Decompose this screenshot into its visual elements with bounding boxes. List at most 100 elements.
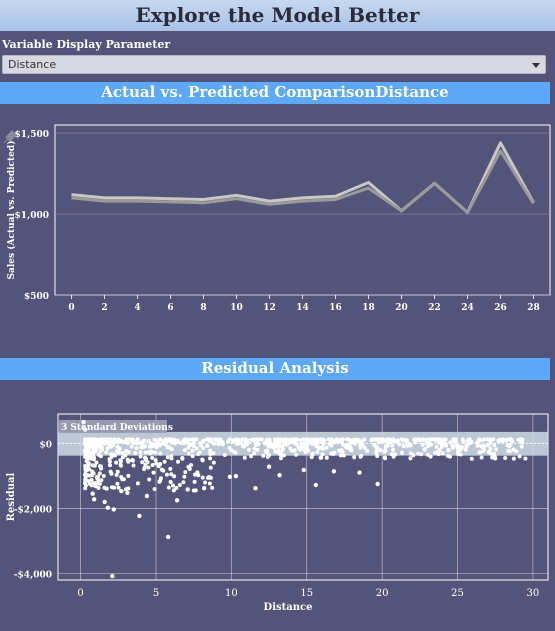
residual-point (419, 452, 424, 457)
residual-point (93, 484, 98, 489)
residual-point (86, 447, 91, 452)
residual-point (298, 438, 303, 443)
residual-point (171, 488, 176, 493)
residual-point (292, 448, 297, 453)
residual-point (358, 454, 363, 459)
residual-point (375, 481, 380, 487)
residual-point (114, 460, 119, 465)
residual-point (361, 437, 366, 442)
x-tick-label: 26 (494, 303, 507, 313)
residual-point (174, 498, 180, 503)
residual-point (475, 443, 480, 448)
residual-point (270, 442, 275, 447)
residual-point (150, 455, 155, 460)
x-tick-label: 25 (451, 588, 464, 599)
residual-point (144, 493, 150, 499)
residual-point (116, 485, 121, 490)
residual-point (83, 477, 88, 482)
residual-point (519, 444, 524, 449)
residual-point (488, 446, 493, 451)
residual-point (152, 487, 157, 492)
residual-point (294, 437, 299, 442)
y-tick-label: -$4,000 (14, 570, 52, 580)
residual-point (191, 488, 196, 493)
residual-point (194, 437, 199, 442)
x-tick-label: 6 (167, 303, 173, 313)
residual-point (252, 451, 257, 456)
parameter-dropdown[interactable]: Distance (2, 55, 546, 74)
page-title: Explore the Model Better (0, 0, 555, 31)
residual-point (197, 441, 202, 445)
residual-point (405, 443, 410, 448)
residual-point (143, 450, 148, 455)
residual-point (118, 462, 123, 467)
residual-point (281, 447, 285, 452)
residual-point (192, 479, 197, 484)
residual-point (255, 447, 260, 452)
residual-point (92, 497, 97, 502)
residual-point (115, 439, 120, 444)
residual-point (267, 453, 271, 458)
residual-point (182, 448, 187, 453)
residual-point (119, 488, 124, 494)
residual-point (115, 469, 120, 474)
residual-point (509, 438, 514, 443)
residual-point (205, 443, 210, 448)
residual-point (365, 449, 370, 453)
residual-point (232, 449, 237, 454)
residual-point (111, 507, 117, 512)
residual-point (428, 454, 433, 459)
chevron-down-icon[interactable] (532, 63, 540, 68)
residual-point (97, 471, 102, 476)
residual-point (345, 437, 349, 442)
residual-point (306, 448, 311, 453)
residual-point (169, 447, 174, 452)
residual-point (168, 466, 173, 471)
residual-point (158, 476, 163, 481)
residual-point (506, 449, 511, 454)
residual-point (190, 448, 195, 453)
residual-point (191, 437, 196, 442)
residual-point (273, 449, 278, 454)
y-tick-label: $500 (24, 292, 49, 302)
residual-point (201, 439, 205, 444)
residual-point (150, 463, 155, 467)
residual-point (272, 438, 277, 443)
residual-point (212, 441, 216, 446)
residual-point (105, 505, 111, 510)
residual-point (165, 534, 171, 540)
x-tick-label: 8 (200, 303, 206, 313)
residual-point (175, 440, 180, 444)
residual-point (401, 444, 406, 448)
residual-point (320, 446, 325, 451)
residual-point (200, 458, 205, 463)
residual-point (83, 448, 88, 453)
residual-point (154, 438, 159, 443)
residual-point (174, 486, 179, 490)
residual-point (448, 440, 453, 445)
residual-point (88, 473, 92, 478)
residual-point (249, 454, 254, 459)
residual-point (169, 454, 174, 459)
residual-point (352, 455, 357, 460)
residual-point (164, 472, 169, 477)
residual-point (324, 445, 329, 450)
residual-point (389, 452, 394, 457)
residual-point (502, 438, 507, 442)
residual-point (91, 457, 96, 462)
residual-point (303, 445, 308, 450)
residual-point (189, 463, 193, 468)
residual-point (334, 437, 339, 442)
x-tick-label: 14 (296, 303, 309, 313)
residual-point (241, 444, 246, 449)
residual-point (135, 437, 140, 442)
x-tick-label: 16 (329, 303, 342, 313)
residual-point (181, 438, 186, 442)
residual-point (266, 464, 272, 469)
x-tick-label: 20 (376, 588, 389, 599)
residual-point (264, 450, 269, 455)
residual-point (208, 456, 213, 461)
residual-point (92, 463, 97, 468)
residual-point (416, 451, 420, 456)
residual-point (424, 440, 429, 445)
